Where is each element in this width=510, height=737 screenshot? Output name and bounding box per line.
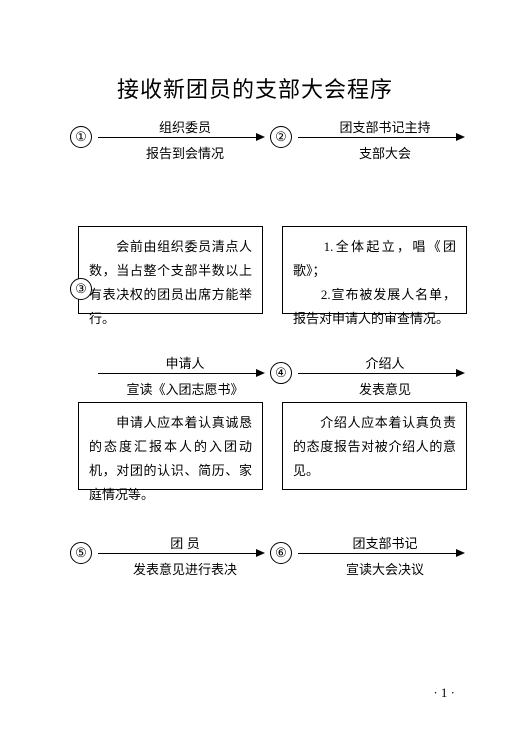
step-6-arrow <box>298 553 458 554</box>
step-4-arrow <box>298 373 458 374</box>
step-3-circle: ③ <box>70 278 92 300</box>
step-1-circle: ① <box>70 126 92 148</box>
page-title: 接收新团员的支部大会程序 <box>0 0 510 104</box>
step-3-arrow <box>98 373 258 374</box>
step-5-action: 发表意见进行表决 <box>115 559 255 578</box>
step-2-circle: ② <box>270 126 292 148</box>
box-2: 1.全体起立，唱《团歌》； 2.宣布被发展人名单，报告对申请人的审查情况。 <box>282 226 467 314</box>
step-2-arrowhead <box>456 133 465 141</box>
step-3: 申请人 宣读《入团志愿书》 <box>70 348 270 398</box>
step-6: ⑥ 团支部书记 宣读大会决议 <box>270 528 470 578</box>
step-2: ② 团支部书记主持 支部大会 <box>270 112 470 162</box>
step-2-arrow <box>298 137 458 138</box>
step-6-circle: ⑥ <box>270 542 292 564</box>
step-1-arrowhead <box>256 133 265 141</box>
step-1-arrow <box>98 137 258 138</box>
step-5: ⑤ 团 员 发表意见进行表决 <box>70 528 270 578</box>
step-4-role: 介绍人 <box>315 353 455 372</box>
step-6-arrowhead <box>456 549 465 557</box>
box-1: 会前由组织委员清点人数，当占整个支部半数以上有表决权的团员出席方能举行。 <box>78 226 263 314</box>
step-3-arrowhead <box>256 369 265 377</box>
step-1-role: 组织委员 <box>115 117 255 136</box>
step-2-action: 支部大会 <box>315 143 455 162</box>
box-4: 介绍人应本着认真负责的态度报告对被介绍人的意见。 <box>282 402 467 490</box>
step-5-arrow <box>98 553 258 554</box>
step-4-action: 发表意见 <box>315 379 455 398</box>
box-3: 申请人应本着认真诚恳的态度汇报本人的入团动机，对团的认识、简历、家庭情况等。 <box>78 402 263 490</box>
step-3-role: 申请人 <box>115 353 255 372</box>
step-2-role: 团支部书记主持 <box>315 117 455 136</box>
step-5-role: 团 员 <box>115 533 255 552</box>
step-6-action: 宣读大会决议 <box>315 559 455 578</box>
step-4: ④ 介绍人 发表意见 <box>270 348 470 398</box>
step-3-action: 宣读《入团志愿书》 <box>115 379 255 398</box>
page-number: · 1 · <box>433 685 455 701</box>
step-5-circle: ⑤ <box>70 542 92 564</box>
step-1: ① 组织委员 报告到会情况 <box>70 112 270 162</box>
step-4-circle: ④ <box>270 362 292 384</box>
step-5-arrowhead <box>256 549 265 557</box>
step-1-action: 报告到会情况 <box>115 143 255 162</box>
step-6-role: 团支部书记 <box>315 533 455 552</box>
step-4-arrowhead <box>456 369 465 377</box>
